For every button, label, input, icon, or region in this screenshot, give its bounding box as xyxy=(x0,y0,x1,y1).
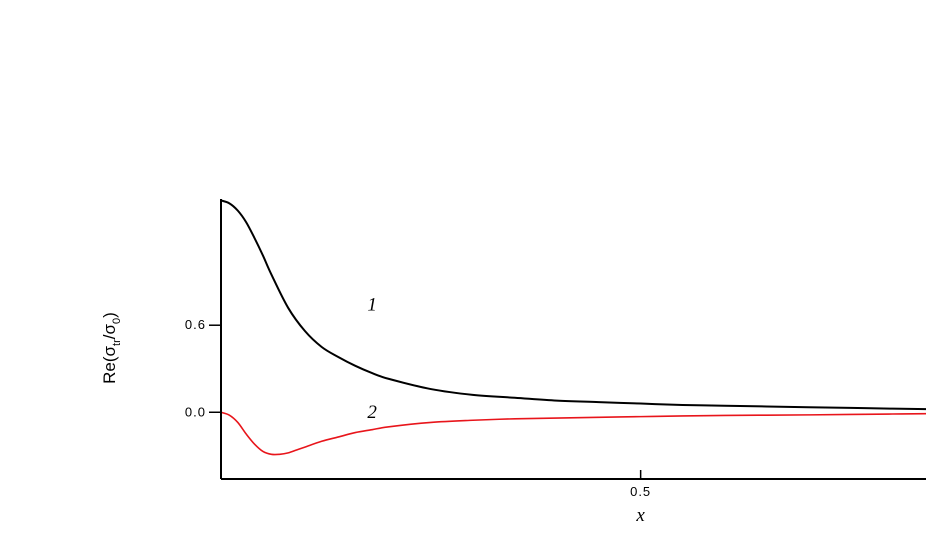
series-line-1 xyxy=(220,199,926,411)
y-title-sub2: 0 xyxy=(111,318,123,324)
curve-label-2: 2 xyxy=(367,402,377,423)
y-title-sub1: tr xyxy=(111,339,123,346)
y-ticks-group: 0.0 0.6 xyxy=(185,317,221,419)
curves-group xyxy=(220,199,926,456)
curve-labels-group: 12 xyxy=(367,295,377,423)
y-title-sigma1: σ xyxy=(100,345,119,356)
y-title-sigma2: σ xyxy=(100,323,119,334)
y-tick-label: 0.6 xyxy=(185,317,206,332)
x-axis-title: x xyxy=(635,505,645,526)
y-tick-label: 0.0 xyxy=(185,404,206,419)
y-axis-title: Re(σtr/σ0) xyxy=(100,312,123,384)
y-title-slash: / xyxy=(100,334,119,339)
x-ticks-group: 0.5 xyxy=(630,470,651,499)
series-line-2 xyxy=(220,411,926,456)
y-title-suffix: ) xyxy=(100,312,119,318)
y-title-prefix: Re( xyxy=(100,356,119,384)
x-tick-label: 0.5 xyxy=(630,484,651,499)
curve-label-1: 1 xyxy=(367,295,377,316)
